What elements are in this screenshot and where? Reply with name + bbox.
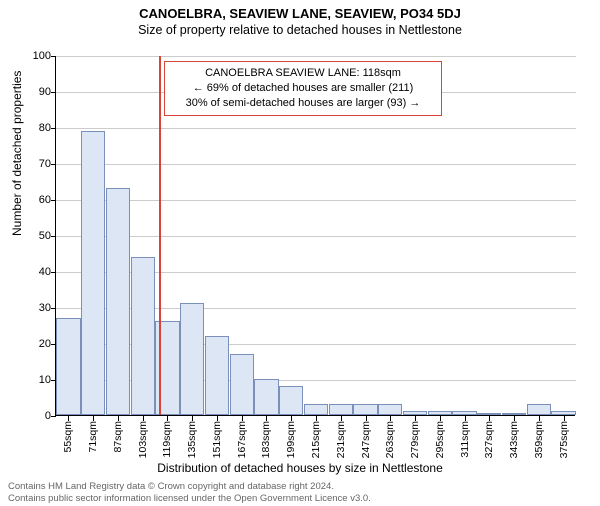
ytick-label: 20 [21, 338, 51, 350]
bar [353, 404, 377, 415]
gridline [56, 200, 576, 201]
bar [403, 411, 427, 415]
ytick-label: 30 [21, 302, 51, 314]
ytick-label: 0 [21, 410, 51, 422]
ytick-label: 10 [21, 374, 51, 386]
bar [304, 404, 328, 415]
ytick-mark [51, 308, 56, 309]
bar [527, 404, 551, 415]
bar [180, 303, 204, 415]
xtick-label: 199sqm [285, 421, 297, 458]
xtick-label: 215sqm [310, 421, 322, 458]
bar [279, 386, 303, 415]
gridline [56, 128, 576, 129]
xtick-label: 167sqm [236, 421, 248, 458]
ytick-mark [51, 236, 56, 237]
ytick-mark [51, 92, 56, 93]
ytick-mark [51, 416, 56, 417]
xtick-label: 279sqm [409, 421, 421, 458]
ytick-label: 80 [21, 122, 51, 134]
xtick-label: 135sqm [186, 421, 198, 458]
bar [56, 318, 80, 415]
annotation-line-1: CANOELBRA SEAVIEW LANE: 118sqm [172, 66, 434, 81]
ytick-label: 60 [21, 194, 51, 206]
xtick-label: 55sqm [62, 421, 74, 453]
bar [230, 354, 254, 415]
xtick-label: 103sqm [137, 421, 149, 458]
bar [452, 411, 476, 415]
xtick-label: 247sqm [360, 421, 372, 458]
ytick-label: 40 [21, 266, 51, 278]
footer-line1: Contains HM Land Registry data © Crown c… [8, 481, 371, 492]
annotation-box: CANOELBRA SEAVIEW LANE: 118sqm← 69% of d… [164, 61, 442, 116]
bar [551, 411, 575, 415]
chart-area: 010203040506070809010055sqm71sqm87sqm103… [55, 56, 575, 416]
xtick-label: 327sqm [483, 421, 495, 458]
bar [378, 404, 402, 415]
bar [205, 336, 229, 415]
bar [106, 188, 130, 415]
bar [81, 131, 105, 415]
xtick-label: 183sqm [260, 421, 272, 458]
xtick-label: 343sqm [508, 421, 520, 458]
bar [428, 411, 452, 415]
reference-line [159, 56, 161, 415]
ytick-mark [51, 128, 56, 129]
xtick-label: 375sqm [558, 421, 570, 458]
xtick-label: 87sqm [112, 421, 124, 453]
chart-title: CANOELBRA, SEAVIEW LANE, SEAVIEW, PO34 5… [0, 6, 600, 21]
bar [477, 413, 501, 415]
xtick-label: 359sqm [533, 421, 545, 458]
ytick-mark [51, 272, 56, 273]
bar [131, 257, 155, 415]
ytick-label: 90 [21, 86, 51, 98]
xtick-label: 263sqm [384, 421, 396, 458]
plot: 010203040506070809010055sqm71sqm87sqm103… [55, 56, 575, 416]
xtick-label: 71sqm [87, 421, 99, 453]
chart-subtitle: Size of property relative to detached ho… [0, 23, 600, 37]
gridline [56, 236, 576, 237]
gridline [56, 56, 576, 57]
xtick-label: 151sqm [211, 421, 223, 458]
ytick-label: 100 [21, 50, 51, 62]
bar [254, 379, 278, 415]
xtick-label: 119sqm [161, 421, 173, 458]
xtick-label: 311sqm [459, 421, 471, 458]
ytick-label: 70 [21, 158, 51, 170]
xtick-label: 231sqm [335, 421, 347, 458]
annotation-line-3: 30% of semi-detached houses are larger (… [172, 96, 434, 111]
annotation-line-2: ← 69% of detached houses are smaller (21… [172, 81, 434, 96]
bar [502, 413, 526, 415]
gridline [56, 164, 576, 165]
bar [329, 404, 353, 415]
ytick-mark [51, 56, 56, 57]
xtick-label: 295sqm [434, 421, 446, 458]
ytick-mark [51, 200, 56, 201]
ytick-mark [51, 164, 56, 165]
ytick-label: 50 [21, 230, 51, 242]
footer-line2: Contains public sector information licen… [8, 493, 371, 504]
footer: Contains HM Land Registry data © Crown c… [8, 481, 371, 504]
x-axis-label: Distribution of detached houses by size … [0, 461, 600, 475]
